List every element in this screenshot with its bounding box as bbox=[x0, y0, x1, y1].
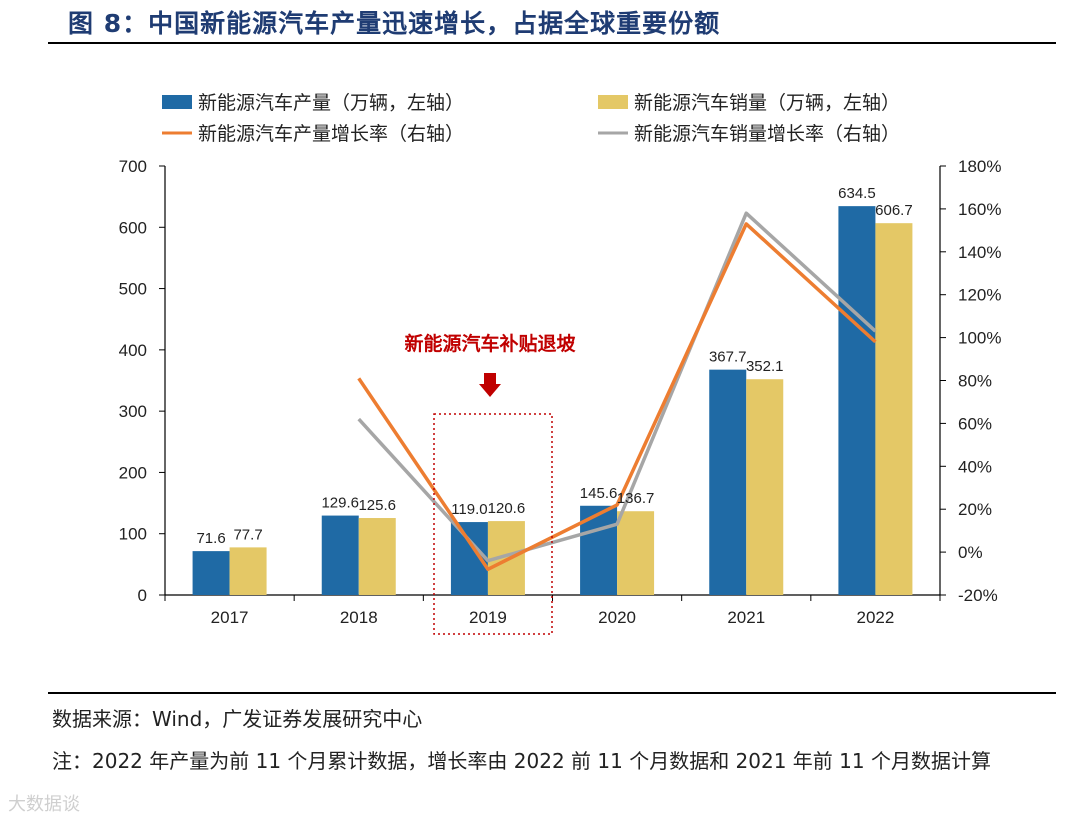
left-tick-label: 600 bbox=[119, 218, 147, 237]
chart: 新能源汽车产量（万辆，左轴） 新能源汽车销量（万辆，左轴） 新能源汽车产量增长率… bbox=[119, 92, 1002, 635]
bar-value-label: 71.6 bbox=[196, 530, 225, 547]
right-tick-label: 100% bbox=[958, 329, 1001, 348]
x-tick-label: 2017 bbox=[211, 608, 249, 627]
bar-value-label: 136.7 bbox=[617, 490, 655, 507]
x-tick-label: 2022 bbox=[857, 608, 895, 627]
bar-value-label: 606.7 bbox=[875, 202, 913, 219]
line-production-growth bbox=[357, 222, 877, 572]
bar-value-label: 352.1 bbox=[746, 358, 784, 375]
bar-sales bbox=[358, 518, 396, 595]
growth-lines bbox=[357, 211, 877, 572]
right-tick-label: -20% bbox=[958, 586, 998, 605]
legend: 新能源汽车产量（万辆，左轴） 新能源汽车销量（万辆，左轴） 新能源汽车产量增长率… bbox=[162, 92, 900, 145]
bar-sales bbox=[875, 223, 913, 595]
annotation-text: 新能源汽车补贴退坡 bbox=[404, 332, 576, 355]
x-tick-label: 2018 bbox=[340, 608, 378, 627]
right-tick-label: 80% bbox=[958, 372, 992, 391]
right-tick-label: 0% bbox=[958, 543, 983, 562]
annotation: 新能源汽车补贴退坡 bbox=[404, 332, 576, 635]
left-tick-label: 500 bbox=[119, 280, 147, 299]
bar-sales bbox=[229, 547, 267, 595]
legend-label-sales: 新能源汽车销量（万辆，左轴） bbox=[634, 92, 900, 114]
highlight-box-2019 bbox=[433, 413, 553, 635]
bar-value-label: 77.7 bbox=[233, 526, 262, 543]
legend-label-sales-growth: 新能源汽车销量增长率（右轴） bbox=[634, 123, 900, 145]
right-tick-label: 40% bbox=[958, 457, 992, 476]
bar-value-label: 119.0 bbox=[451, 501, 487, 518]
bar-production bbox=[192, 551, 230, 595]
footnote: 注：2022 年产量为前 11 个月累计数据，增长率由 2022 前 11 个月… bbox=[52, 749, 991, 773]
line-sales-growth bbox=[357, 211, 877, 563]
bottom-rule bbox=[48, 692, 1056, 694]
right-tick-label: 160% bbox=[958, 200, 1001, 219]
right-tick-label: 60% bbox=[958, 414, 992, 433]
bar-sales bbox=[617, 511, 655, 595]
bar-sales bbox=[746, 379, 784, 595]
data-labels: 71.6 129.6 119.0 145.6 367.7 634.5 77.7 125.6 12… bbox=[196, 185, 912, 547]
top-rule bbox=[48, 42, 1056, 44]
left-tick-label: 200 bbox=[119, 463, 147, 482]
left-tick-label: 400 bbox=[119, 341, 147, 360]
bar-production bbox=[838, 206, 876, 595]
right-tick-label: 180% bbox=[958, 157, 1001, 176]
bar-value-label: 367.7 bbox=[709, 349, 747, 366]
left-tick-label: 700 bbox=[119, 157, 147, 176]
right-tick-label: 140% bbox=[958, 243, 1001, 262]
x-tick-label: 2021 bbox=[727, 608, 765, 627]
left-tick-label: 0 bbox=[138, 586, 147, 605]
bar-value-label: 145.6 bbox=[580, 485, 618, 502]
legend-swatch-production bbox=[162, 95, 192, 109]
bar-value-label: 125.6 bbox=[358, 497, 396, 514]
watermark: 大数据谈 bbox=[8, 794, 80, 815]
left-tick-label: 100 bbox=[119, 525, 147, 544]
bar-production bbox=[321, 515, 359, 595]
down-arrow-icon bbox=[479, 373, 501, 397]
legend-swatch-sales bbox=[598, 95, 628, 109]
axes: 0 100 200 300 400 500 600 700 -20% 0% 20% 40% 60% 80%… bbox=[119, 157, 1002, 627]
bars bbox=[192, 206, 913, 595]
bar-value-label: 634.5 bbox=[838, 185, 876, 202]
figure-title: 图 8：中国新能源汽车产量迅速增长，占据全球重要份额 bbox=[68, 9, 721, 38]
left-tick-label: 300 bbox=[119, 402, 147, 421]
source-note: 数据来源：Wind，广发证券发展研究中心 bbox=[52, 707, 423, 731]
right-tick-label: 20% bbox=[958, 500, 992, 519]
legend-label-production: 新能源汽车产量（万辆，左轴） bbox=[198, 92, 464, 114]
legend-label-production-growth: 新能源汽车产量增长率（右轴） bbox=[198, 123, 464, 145]
bar-value-label: 120.6 bbox=[488, 500, 526, 517]
x-tick-label: 2019 bbox=[469, 608, 507, 627]
bar-value-label: 129.6 bbox=[321, 495, 359, 512]
right-tick-label: 120% bbox=[958, 286, 1001, 305]
bar-production bbox=[709, 369, 747, 595]
x-tick-label: 2020 bbox=[598, 608, 636, 627]
